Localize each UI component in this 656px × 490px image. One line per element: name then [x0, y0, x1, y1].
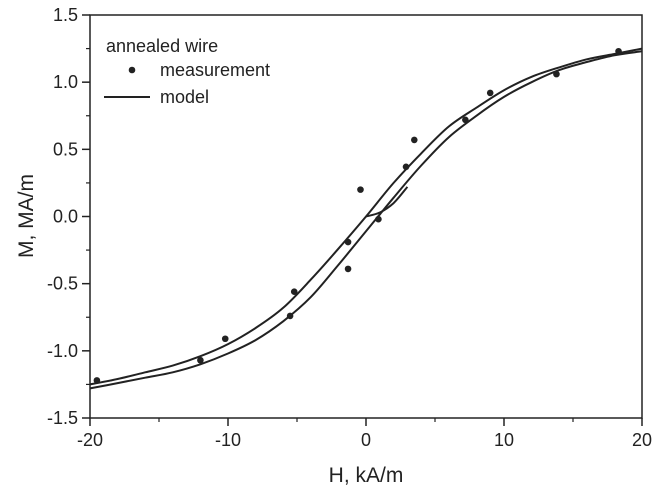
- y-tick-labels: -1.5 -1.0 -0.5 0.0 0.5 1.0 1.5: [47, 5, 78, 428]
- measurement-point: [197, 356, 204, 364]
- measurement-point: [357, 186, 364, 193]
- x-tick-label: 10: [494, 430, 514, 450]
- legend-measurement-marker: [128, 66, 136, 74]
- legend-model-label: model: [160, 87, 209, 107]
- measurement-point: [486, 89, 494, 97]
- measurement-points: [93, 47, 622, 384]
- axis-ticks: [82, 14, 643, 426]
- measurement-point: [344, 238, 352, 246]
- measurement-point: [402, 163, 410, 171]
- x-tick-label: 0: [361, 430, 371, 450]
- legend: annealed wire measurement model: [104, 36, 270, 107]
- y-tick-label: 0.5: [53, 139, 78, 159]
- y-tick-label: 1.5: [53, 5, 78, 25]
- measurement-point: [221, 335, 229, 343]
- x-tick-labels: -20 -10 0 10 20: [77, 430, 652, 450]
- y-tick-label: -0.5: [47, 274, 78, 294]
- x-axis-label: H, kA/m: [329, 464, 404, 487]
- measurement-point: [411, 136, 418, 144]
- y-tick-label: -1.0: [47, 341, 78, 361]
- measurement-point: [553, 70, 560, 78]
- y-axis-label: M, MA/m: [15, 174, 38, 258]
- x-tick-label: -10: [215, 430, 241, 450]
- measurement-point: [615, 47, 622, 55]
- measurement-point: [344, 265, 352, 273]
- measurement-point: [375, 215, 382, 223]
- x-tick-label: -20: [77, 430, 103, 450]
- y-tick-label: -1.5: [47, 408, 78, 428]
- y-tick-label: 1.0: [53, 72, 78, 92]
- x-tick-label: 20: [632, 430, 652, 450]
- model-curve-branch-3: [365, 186, 409, 218]
- y-tick-label: 0.0: [53, 207, 78, 227]
- legend-title: annealed wire: [106, 36, 218, 56]
- measurement-point: [93, 377, 101, 384]
- model-curve-branch-2: [89, 50, 643, 390]
- measurement-point: [462, 116, 469, 124]
- measurement-point: [290, 288, 298, 296]
- legend-measurement-label: measurement: [160, 60, 270, 80]
- measurement-point: [286, 312, 294, 320]
- model-curves: [89, 47, 643, 390]
